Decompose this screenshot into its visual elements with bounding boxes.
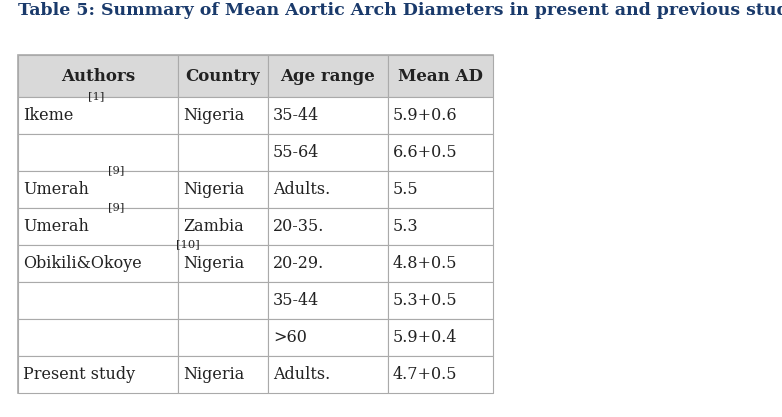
Text: Umerah: Umerah: [23, 218, 89, 235]
Text: Ikeme: Ikeme: [23, 107, 74, 124]
Bar: [388, 208, 493, 245]
Text: 5.3+0.5: 5.3+0.5: [393, 292, 457, 309]
Text: 5.9+0.4: 5.9+0.4: [393, 329, 457, 346]
Bar: [18, 245, 178, 282]
Text: 5.5: 5.5: [393, 181, 418, 198]
Bar: [268, 97, 388, 134]
Text: [10]: [10]: [176, 239, 200, 249]
Text: [9]: [9]: [108, 203, 124, 213]
Text: 5.9+0.6: 5.9+0.6: [393, 107, 457, 124]
Text: 20-29.: 20-29.: [273, 255, 325, 272]
Bar: [388, 171, 493, 208]
Bar: [178, 208, 268, 245]
Text: Adults.: Adults.: [273, 181, 330, 198]
Text: Nigeria: Nigeria: [183, 107, 244, 124]
Bar: [18, 97, 178, 134]
Bar: [178, 171, 268, 208]
Bar: [18, 55, 493, 393]
Bar: [18, 208, 178, 245]
Text: [1]: [1]: [88, 91, 104, 101]
Bar: [268, 319, 388, 356]
Bar: [18, 55, 178, 97]
Bar: [178, 245, 268, 282]
Bar: [388, 97, 493, 134]
Bar: [268, 245, 388, 282]
Bar: [268, 282, 388, 319]
Bar: [388, 356, 493, 393]
Bar: [178, 55, 268, 97]
Bar: [18, 282, 178, 319]
Bar: [268, 208, 388, 245]
Bar: [388, 245, 493, 282]
Bar: [178, 319, 268, 356]
Text: 35-44: 35-44: [273, 292, 319, 309]
Bar: [388, 282, 493, 319]
Text: Age range: Age range: [281, 68, 375, 85]
Text: Authors: Authors: [61, 68, 135, 85]
Text: Nigeria: Nigeria: [183, 255, 244, 272]
Text: Country: Country: [185, 68, 260, 85]
Text: Table 5: Summary of Mean Aortic Arch Diameters in present and previous studies: Table 5: Summary of Mean Aortic Arch Dia…: [18, 2, 782, 19]
Bar: [268, 134, 388, 171]
Bar: [178, 97, 268, 134]
Text: Adults.: Adults.: [273, 366, 330, 383]
Text: Zambia: Zambia: [183, 218, 244, 235]
Bar: [388, 134, 493, 171]
Text: 55-64: 55-64: [273, 144, 319, 161]
Text: Mean AD: Mean AD: [398, 68, 483, 85]
Bar: [178, 282, 268, 319]
Bar: [388, 55, 493, 97]
Text: Umerah: Umerah: [23, 181, 89, 198]
Bar: [18, 319, 178, 356]
Text: 6.6+0.5: 6.6+0.5: [393, 144, 457, 161]
Text: Nigeria: Nigeria: [183, 366, 244, 383]
Bar: [388, 319, 493, 356]
Text: 4.7+0.5: 4.7+0.5: [393, 366, 457, 383]
Bar: [268, 171, 388, 208]
Text: Nigeria: Nigeria: [183, 181, 244, 198]
Text: Obikili&Okoye: Obikili&Okoye: [23, 255, 142, 272]
Bar: [18, 171, 178, 208]
Text: 20-35.: 20-35.: [273, 218, 325, 235]
Bar: [268, 55, 388, 97]
Text: Present study: Present study: [23, 366, 135, 383]
Bar: [178, 134, 268, 171]
Bar: [268, 356, 388, 393]
Text: 35-44: 35-44: [273, 107, 319, 124]
Text: [9]: [9]: [108, 166, 124, 176]
Bar: [178, 356, 268, 393]
Bar: [18, 134, 178, 171]
Bar: [18, 356, 178, 393]
Text: 4.8+0.5: 4.8+0.5: [393, 255, 457, 272]
Text: >60: >60: [273, 329, 307, 346]
Text: 5.3: 5.3: [393, 218, 418, 235]
